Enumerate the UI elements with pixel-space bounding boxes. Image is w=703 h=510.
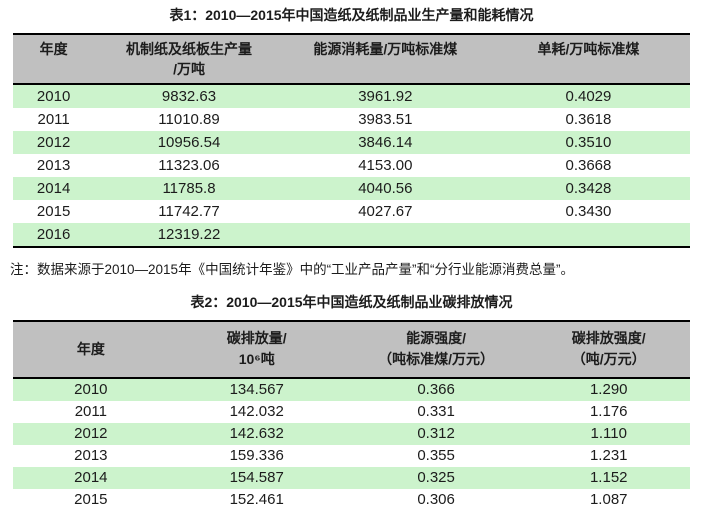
column-header-year: 年度 [13,34,95,85]
table-cell: 0.355 [417,447,455,464]
table-cell: 134.567 [229,381,284,398]
table-cell: 1.176 [589,403,628,420]
table-cell: 9832.63 [161,88,217,105]
year-cell: 2010 [74,381,108,398]
table1-header-row: 年度 机制纸及纸板生产量 /万吨 能源消耗量/万吨标准煤 单耗/万吨标准煤 [13,34,690,85]
table2-title: 表2：2010—2015年中国造纸及纸制品业碳排放情况 [190,294,513,310]
year-cell: 2011 [37,111,70,128]
column-header-unit-consumption: 单耗/万吨标准煤 [486,34,690,85]
table2-header-row: 年度 碳排放量/ 10⁶吨 能源强度/ （吨标准煤/万元） 碳排放强度/ （吨/… [13,321,690,379]
table-cell: 0.366 [417,381,455,398]
table-cell [284,223,487,247]
table-cell: 0.3430 [565,203,612,220]
table-cell: 4040.56 [358,180,413,197]
table-cell: 1.087 [589,491,628,508]
table-cell: 11785.8 [162,180,216,197]
column-header-energy-intensity: 能源强度/ （吨标准煤/万元） [344,321,528,379]
column-header-label: （吨标准煤/万元） [378,351,495,367]
column-header-label: 10⁶吨 [238,351,275,367]
table-cell: 0.312 [417,425,455,442]
year-cell: 2014 [36,180,71,197]
table-cell: 4027.67 [358,203,413,220]
table-row: 2015 11742.77 4027.67 0.3430 [13,200,690,223]
column-header-label: 单耗/万吨标准煤 [537,41,640,57]
column-header-carbon-intensity: 碳排放强度/ （吨/万元） [527,321,690,379]
table-cell: 1.231 [589,447,628,464]
table-cell: 154.587 [229,469,284,486]
table-cell: 0.325 [417,469,455,486]
table-row: 2013 11323.06 4153.00 0.3668 [13,154,690,177]
table-cell: 11323.06 [158,157,220,174]
table-cell [487,223,690,247]
table-cell: 1.290 [589,381,628,398]
table-row: 2014 11785.8 4040.56 0.3428 [13,177,690,200]
year-cell: 2012 [74,425,108,442]
table-cell: 0.3510 [565,134,612,151]
year-cell: 2010 [36,88,71,105]
table-row: 2015 152.461 0.306 1.087 [13,489,690,510]
table-row: 2016 12319.22 [13,223,690,247]
table-cell: 11742.77 [158,203,220,220]
table-cell: 12319.22 [157,226,221,243]
table-cell: 152.461 [229,491,284,508]
year-cell: 2013 [36,157,71,174]
data-source-note: 注：数据来源于2010—2015年《中国统计年鉴》中的“工业产品产量”和“分行业… [10,262,575,277]
table-row: 2013 159.336 0.355 1.231 [13,445,690,467]
column-header-label: 能源消耗量/万吨标准煤 [313,41,458,57]
column-header-production: 机制纸及纸板生产量 /万吨 [94,34,284,85]
column-header-label: 机制纸及纸板生产量 [126,41,252,57]
year-cell: 2012 [36,134,71,151]
table-cell: 0.306 [417,491,455,508]
column-header-year: 年度 [13,321,169,379]
table-cell: 3846.14 [358,134,413,151]
table-cell: 0.331 [417,403,455,420]
table1: 年度 机制纸及纸板生产量 /万吨 能源消耗量/万吨标准煤 单耗/万吨标准煤 [13,33,690,248]
year-cell: 2015 [74,491,108,508]
table-cell: 0.3428 [565,180,612,197]
table-cell: 1.110 [590,425,627,442]
column-header-label: 年度 [39,41,68,57]
year-cell: 2016 [36,226,71,243]
table2: 年度 碳排放量/ 10⁶吨 能源强度/ （吨标准煤/万元） 碳排放强度/ （吨/… [13,320,690,510]
table-cell: 1.152 [589,469,628,486]
table-cell: 3983.51 [358,111,413,128]
table-cell: 3961.92 [358,88,413,105]
column-header-label: （吨/万元） [571,351,646,367]
table-row: 2011 142.032 0.331 1.176 [13,401,690,423]
table-row: 2011 11010.89 3983.51 0.3618 [13,108,690,131]
year-cell: 2015 [36,203,71,220]
table-cell: 10956.54 [157,134,221,151]
table-cell: 4153.00 [358,157,413,174]
year-cell: 2011 [74,403,107,420]
table-cell: 11010.89 [158,111,220,128]
table-cell: 159.336 [229,447,284,464]
column-header-carbon-emissions: 碳排放量/ 10⁶吨 [168,321,345,379]
table-row: 2014 154.587 0.325 1.152 [13,467,690,489]
table-cell: 142.032 [229,403,284,420]
year-cell: 2013 [74,447,108,464]
column-header-label: 年度 [76,340,105,357]
table-cell: 0.3618 [565,111,612,128]
column-header-label: 能源强度/ [406,330,467,346]
table-row: 2012 142.632 0.312 1.110 [13,423,690,445]
table-cell: 0.3668 [565,157,612,174]
year-cell: 2014 [74,469,108,486]
table-cell: 0.4029 [565,88,612,105]
table-row: 2010 134.567 0.366 1.290 [13,378,690,401]
table1-title: 表1：2010—2015年中国造纸及纸制品业生产量和能耗情况 [169,7,534,23]
column-header-label: 碳排放量/ [226,330,287,346]
column-header-energy-consumption: 能源消耗量/万吨标准煤 [283,34,487,85]
column-header-label: /万吨 [173,61,205,77]
table-row: 2012 10956.54 3846.14 0.3510 [13,131,690,154]
table-cell: 142.632 [229,425,284,442]
table-row: 2010 9832.63 3961.92 0.4029 [13,84,690,108]
column-header-label: 碳排放强度/ [571,330,646,346]
